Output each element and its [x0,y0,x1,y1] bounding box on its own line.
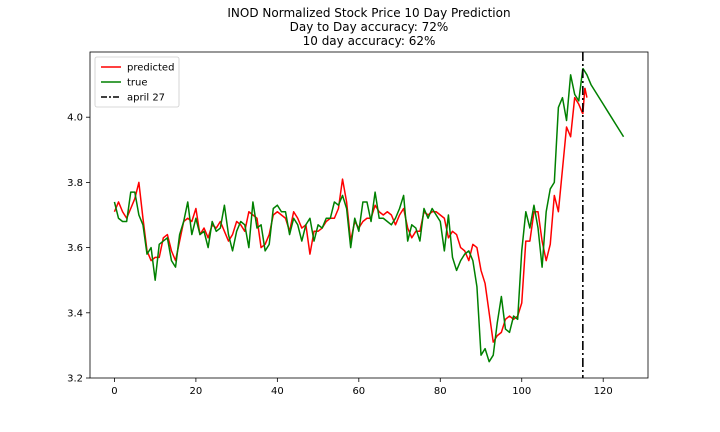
chart-subtitle-10day-accuracy: 10 day accuracy: 62% [303,34,436,48]
legend-box [94,56,180,108]
x-tick-label: 20 [190,386,203,397]
chart-title: INOD Normalized Stock Price 10 Day Predi… [227,6,510,20]
legend-label-predicted: predicted [127,63,174,74]
series-line-true-forecast-curve [582,67,625,138]
plot-area: 0 20 40 60 80 100 120 3.2 3.4 3.6 3.8 4.0 [67,51,649,397]
y-tick-label: 3.6 [67,243,83,254]
y-tick-label: 3.2 [67,374,83,385]
x-tick-label: 100 [512,386,531,397]
series-line-true [113,68,584,363]
x-tick-label: 0 [111,386,117,397]
legend-label-april-27: april 27 [127,93,165,104]
y-tick-label: 3.4 [67,308,83,319]
x-tick-label: 60 [352,386,365,397]
y-tick-label: 4.0 [67,113,83,124]
legend-label-true: true [127,78,148,89]
x-tick-label: 40 [271,386,284,397]
chart-subtitle-day-accuracy: Day to Day accuracy: 72% [290,20,449,34]
legend: predicted true april 27 [94,56,180,108]
x-tick-label: 80 [434,386,447,397]
axes-frame [89,51,649,379]
x-tick-label: 120 [594,386,613,397]
y-tick-label: 3.8 [67,178,83,189]
